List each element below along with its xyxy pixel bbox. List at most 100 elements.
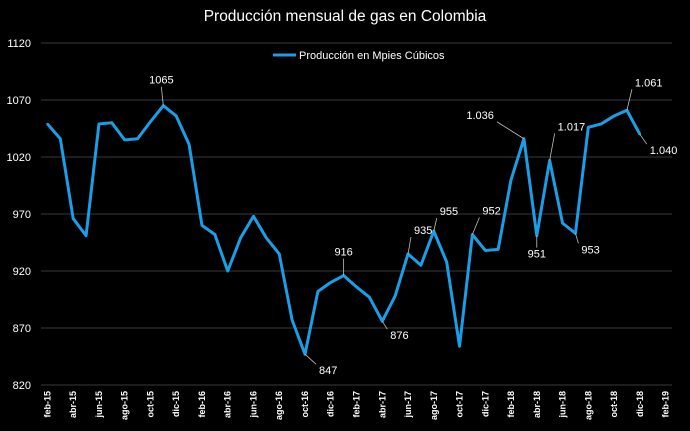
x-tick-label: feb-15: [42, 391, 52, 418]
leader-line: [160, 86, 164, 106]
leader-line: [575, 233, 579, 244]
y-tick-label: 1120: [7, 38, 31, 50]
data-point: [368, 296, 371, 299]
x-tick-label: feb-16: [197, 391, 207, 418]
data-point: [239, 236, 242, 240]
y-tick-label: 1020: [7, 152, 31, 164]
leader-line: [381, 320, 388, 330]
x-tick-label: abr-17: [377, 391, 387, 418]
data-point: [458, 345, 461, 348]
data-label: 1.036: [466, 110, 494, 122]
data-label: 953: [581, 244, 599, 256]
data-label: 955: [440, 206, 458, 218]
y-tick-label: 820: [13, 380, 31, 392]
x-tick-label: jun-17: [403, 391, 413, 419]
data-label: 1.040: [650, 145, 678, 157]
data-point: [587, 126, 590, 129]
data-label: 916: [334, 247, 352, 259]
data-point: [625, 109, 629, 112]
leader-line: [433, 218, 438, 232]
data-point: [393, 294, 397, 298]
x-tick-label: abr-18: [532, 391, 542, 418]
x-tick-label: feb-17: [352, 391, 362, 418]
y-tick-label: 1070: [7, 95, 31, 107]
data-point: [265, 236, 268, 240]
data-point: [175, 114, 178, 118]
data-point: [445, 260, 448, 264]
x-tick-label: jun-15: [94, 391, 104, 419]
x-tick-label: ago-15: [120, 391, 130, 420]
y-tick-label: 920: [13, 266, 31, 278]
leader-line: [626, 89, 633, 111]
x-tick-label: ago-18: [583, 391, 593, 420]
data-label: 1.061: [635, 77, 663, 89]
data-point: [561, 221, 564, 225]
y-axis-ticks: 820 870 920 970 1020 1070 1120: [7, 38, 31, 392]
x-tick-label: oct-18: [609, 391, 619, 418]
x-tick-label: dic-16: [326, 391, 336, 417]
data-point: [213, 233, 217, 236]
data-point: [419, 264, 423, 267]
data-point: [316, 290, 320, 293]
x-tick-label: feb-19: [661, 391, 671, 418]
data-point: [329, 281, 332, 284]
data-label: 935: [414, 225, 432, 237]
data-point: [252, 215, 255, 218]
y-tick-label: 870: [13, 323, 31, 335]
data-point: [599, 122, 603, 126]
leader-line: [304, 353, 317, 365]
data-point: [123, 138, 126, 142]
data-point: [71, 217, 75, 220]
data-point: [200, 224, 204, 227]
data-point: [187, 143, 191, 146]
data-label: 951: [528, 249, 546, 261]
data-point: [97, 122, 101, 126]
data-point: [484, 249, 487, 252]
data-label: 952: [482, 206, 500, 218]
data-point: [84, 234, 88, 237]
leader-line: [639, 133, 648, 145]
x-tick-label: dic-18: [635, 391, 645, 417]
x-tick-label: oct-16: [300, 391, 310, 418]
data-point: [290, 318, 294, 322]
data-point: [612, 114, 616, 118]
x-tick-label: ago-17: [429, 391, 439, 420]
x-tick-label: feb-18: [506, 391, 516, 418]
x-tick-label: jun-18: [558, 391, 568, 419]
leader-line: [549, 133, 556, 161]
data-point: [149, 120, 152, 123]
data-labels: 1065 847 916 876 935 955 952 1.036 951 1.017 953 1.…: [149, 75, 677, 378]
leader-line: [496, 121, 525, 140]
x-tick-label: jun-16: [248, 391, 258, 419]
x-tick-label: oct-17: [455, 391, 465, 418]
data-label: 847: [319, 365, 337, 377]
data-label: 1.017: [558, 121, 586, 133]
data-point: [59, 137, 62, 140]
chart-title: Producción mensual de gas en Colombia: [204, 8, 487, 25]
data-label: 876: [390, 330, 408, 342]
data-point: [226, 269, 229, 273]
data-point: [136, 137, 139, 140]
data-point: [278, 252, 281, 256]
data-point: [355, 285, 358, 289]
data-label: 1065: [149, 75, 173, 87]
x-tick-label: ago-16: [274, 391, 284, 420]
gridlines: [41, 42, 672, 386]
legend: Producción en Mpies Cúbicos: [273, 50, 445, 62]
data-point: [509, 178, 513, 181]
x-tick-label: abr-15: [68, 391, 78, 418]
data-point: [496, 248, 500, 251]
legend-label: Producción en Mpies Cúbicos: [299, 50, 445, 62]
x-axis-ticks: feb-15 abr-15 jun-15 ago-15 oct-15 dic-15 feb-…: [42, 391, 670, 420]
x-tick-label: abr-16: [223, 391, 233, 418]
data-point: [46, 122, 49, 126]
y-tick-label: 970: [13, 209, 31, 221]
x-tick-label: dic-15: [171, 391, 181, 417]
leader-line: [407, 236, 412, 254]
leader-line: [472, 217, 480, 235]
x-tick-label: oct-15: [145, 391, 155, 418]
data-point: [110, 121, 114, 125]
x-tick-label: dic-17: [480, 391, 490, 417]
